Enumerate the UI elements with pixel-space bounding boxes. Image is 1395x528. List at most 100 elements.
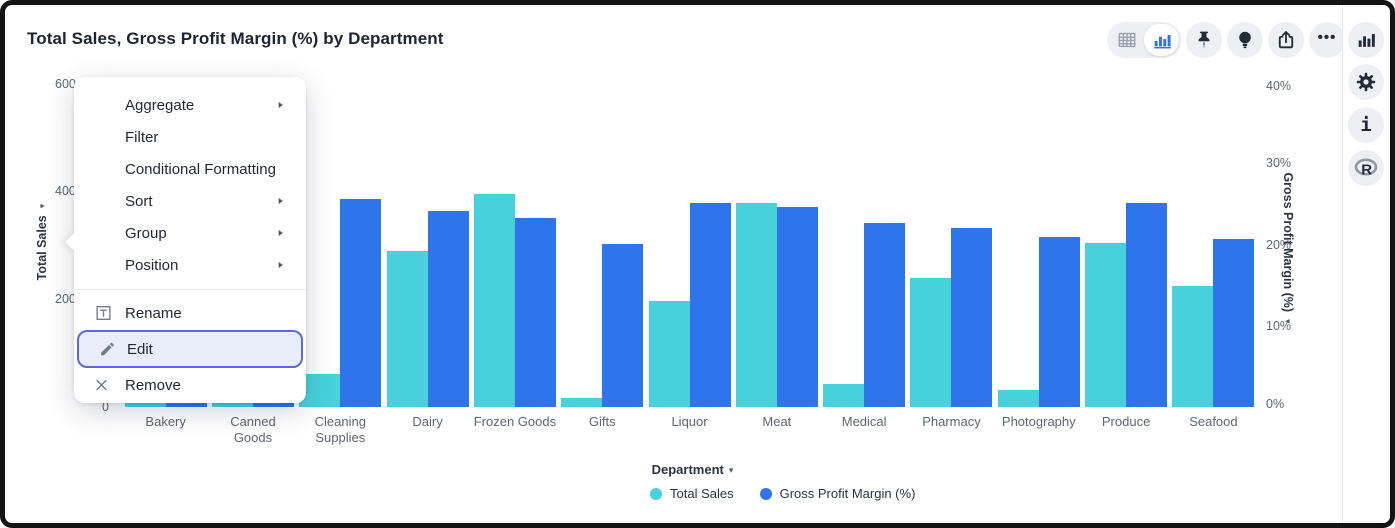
bar-group [908, 85, 995, 407]
pencil-icon [99, 341, 116, 358]
menu-item-label: Filter [125, 128, 159, 146]
menu-item-label: Remove [125, 376, 181, 394]
y-tick-left: 200 [55, 292, 76, 306]
bar-total-sales[interactable] [473, 193, 515, 407]
x-axis-label: Gifts [588, 414, 616, 429]
bar-group [733, 85, 820, 407]
settings-gear-icon [1354, 70, 1378, 94]
menu-item-rename[interactable]: Rename [74, 297, 306, 329]
y-tick-right: 30% [1266, 156, 1292, 170]
menu-item-edit[interactable]: Edit [77, 330, 303, 368]
menu-item-remove[interactable]: Remove [74, 369, 306, 401]
x-axis-label: Dairy [412, 414, 443, 429]
bar-gross-profit-margin[interactable] [1038, 237, 1080, 407]
x-axis-labels: Bakery Canned Goods Cleaning Supplies Dairy… [122, 414, 1257, 447]
bar-gross-profit-margin[interactable] [427, 211, 469, 407]
info-icon: i [1360, 113, 1372, 136]
lightbulb-icon [1234, 29, 1256, 51]
bar-group [297, 85, 384, 407]
bar-total-sales[interactable] [386, 251, 428, 407]
bar-total-sales[interactable] [910, 278, 952, 407]
menu-group-bottom: Rename Edit Remove [74, 297, 306, 401]
bar-gross-profit-margin[interactable] [864, 222, 906, 407]
y-tick-left: 400 [55, 184, 76, 198]
bar-total-sales[interactable] [735, 203, 777, 407]
menu-divider [74, 289, 306, 290]
bar-gross-profit-margin[interactable] [951, 227, 993, 407]
bar-group [122, 85, 209, 407]
legend-item[interactable]: Gross Profit Margin (%) [759, 486, 915, 501]
x-axis-label: Cleaning Supplies [314, 414, 366, 446]
y-tick-right: 10% [1266, 319, 1292, 333]
y-tick-right: 0% [1266, 397, 1285, 411]
right-axis-title[interactable]: Gross Profit Margin (%)▾ [1281, 172, 1295, 324]
share-button[interactable] [1268, 22, 1304, 58]
rail-chart-button[interactable] [1348, 22, 1384, 58]
rail-settings-button[interactable] [1348, 64, 1384, 100]
bar-gross-profit-margin[interactable] [602, 243, 644, 407]
chart-view-icon [1151, 29, 1173, 51]
legend-item[interactable]: Total Sales [650, 486, 734, 501]
rail-r-button[interactable]: R [1348, 150, 1384, 186]
bar-group [646, 85, 733, 407]
left-axis-title[interactable]: Total Sales▾ [35, 203, 49, 281]
bar-gross-profit-margin[interactable] [1213, 238, 1255, 407]
chart-plot-area [122, 85, 1257, 407]
lightbulb-button[interactable] [1227, 22, 1263, 58]
bar-total-sales[interactable] [211, 402, 253, 407]
bar-total-sales[interactable] [997, 389, 1039, 407]
view-toggle [1107, 22, 1181, 58]
submenu-arrow-icon [275, 260, 286, 271]
legend-swatch-icon [650, 487, 662, 500]
x-axis-dropdown-icon: ▾ [728, 465, 734, 475]
table-view-button[interactable] [1109, 24, 1144, 56]
bar-total-sales[interactable] [561, 397, 603, 407]
bar-gross-profit-margin[interactable] [776, 207, 818, 407]
bar-total-sales[interactable] [1172, 286, 1214, 407]
x-axis-title[interactable]: Department ▾ [651, 462, 734, 477]
more-options-button[interactable]: ••• [1309, 22, 1345, 58]
pin-button[interactable] [1186, 22, 1222, 58]
menu-item-filter[interactable]: Filter [74, 121, 306, 153]
right-rail: i R [1342, 5, 1390, 523]
chart-toolbar: ••• [1107, 22, 1345, 58]
chart-view-button[interactable] [1144, 24, 1179, 56]
rail-info-button[interactable]: i [1348, 107, 1384, 143]
bar-gross-profit-margin[interactable] [165, 400, 207, 407]
bar-gross-profit-margin[interactable] [340, 199, 382, 407]
x-axis-label: Seafood [1189, 414, 1238, 429]
bar-gross-profit-margin[interactable] [514, 217, 556, 407]
menu-item-position[interactable]: Position [74, 249, 306, 281]
x-axis-label: Frozen Goods [473, 414, 557, 429]
x-axis-label: Produce [1101, 414, 1151, 429]
y-tick-right: 20% [1266, 238, 1292, 252]
menu-group-top: Aggregate Filter Conditional Formatting Sor… [74, 89, 306, 281]
bar-gross-profit-margin[interactable] [689, 202, 731, 407]
bar-gross-profit-margin[interactable] [252, 400, 294, 407]
menu-item-label: Group [125, 224, 167, 242]
bar-total-sales[interactable] [124, 402, 166, 407]
bar-group [1082, 85, 1169, 407]
x-axis-label: Meat [762, 414, 792, 429]
rename-icon [94, 304, 113, 323]
chart-panel-icon [1355, 29, 1377, 51]
left-axis-dropdown-icon: ▾ [37, 203, 47, 209]
bar-group [209, 85, 296, 407]
bar-group [1170, 85, 1257, 407]
bar-group [559, 85, 646, 407]
x-icon [94, 378, 109, 393]
menu-item-conditional-formatting[interactable]: Conditional Formatting [74, 153, 306, 185]
bar-total-sales[interactable] [648, 300, 690, 407]
bar-total-sales[interactable] [823, 383, 865, 407]
x-axis-label: Photography [1001, 414, 1076, 429]
menu-item-aggregate[interactable]: Aggregate [74, 89, 306, 121]
right-axis-dropdown-icon: ▾ [1283, 319, 1293, 324]
menu-item-group[interactable]: Group [74, 217, 306, 249]
bar-gross-profit-margin[interactable] [1126, 203, 1168, 407]
bar-group [995, 85, 1082, 407]
bar-total-sales[interactable] [1085, 242, 1127, 407]
bar-group [471, 85, 558, 407]
menu-item-sort[interactable]: Sort [74, 185, 306, 217]
bar-total-sales[interactable] [299, 374, 341, 407]
